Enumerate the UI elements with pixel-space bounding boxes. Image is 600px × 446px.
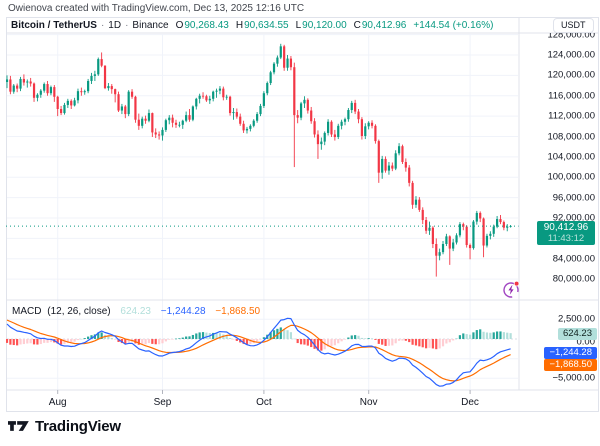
exchange-label: Binance bbox=[132, 19, 169, 31]
time-axis-month-label: Aug bbox=[48, 397, 67, 408]
macd-params: (12, 26, close) bbox=[47, 306, 111, 317]
symbol-info-bar: Bitcoin / TetherUS · 1D · Binance O 90,2… bbox=[11, 17, 493, 33]
macd-hist-value: 624.23 bbox=[120, 306, 151, 317]
macd-line-badge: −1,244.28 bbox=[544, 347, 597, 359]
time-axis-month-label: Sep bbox=[153, 397, 172, 408]
price-axis-label: 112,000.00 bbox=[548, 110, 595, 122]
macd-title: MACD bbox=[12, 306, 42, 317]
macd-axis-label: −5,000.00 bbox=[552, 372, 595, 384]
flash-boost-button[interactable] bbox=[501, 279, 521, 299]
open-value: 90,268.43 bbox=[184, 19, 229, 31]
lightning-icon bbox=[503, 280, 520, 298]
interval-label: 1D bbox=[108, 19, 122, 31]
macd-line-value: −1,244.28 bbox=[160, 306, 206, 317]
price-axis-label: 104,000.00 bbox=[547, 151, 595, 163]
price-axis-label: 108,000.00 bbox=[547, 131, 595, 142]
low-value: 90,120.00 bbox=[302, 19, 347, 31]
separator: · bbox=[100, 19, 105, 31]
bar-countdown: 11:43:12 bbox=[547, 233, 585, 244]
change-value: +144.54 (+0.16%) bbox=[413, 19, 494, 31]
grid-layer bbox=[7, 34, 518, 390]
tradingview-mark-icon bbox=[8, 421, 29, 431]
price-axis[interactable]: 128,000.00 124,000.00 120,000.00 116,000.00… bbox=[520, 33, 600, 299]
close-label: C bbox=[353, 19, 361, 31]
macd-lines-layer bbox=[6, 317, 511, 387]
price-axis-label: 124,000.00 bbox=[547, 49, 595, 61]
low-label: L bbox=[295, 19, 302, 31]
macd-hist-badge: 624.23 bbox=[557, 328, 597, 340]
macd-axis[interactable]: 2,500.00 0.00 −5,000.00 bbox=[520, 300, 600, 390]
current-price-badge: 90,412.96 11:43:12 bbox=[537, 221, 595, 245]
macd-signal-value: −1,868.50 bbox=[215, 306, 261, 317]
separator: · bbox=[125, 19, 129, 31]
price-axis-label: 92,000.00 bbox=[552, 212, 595, 224]
attribution-text: Owienova created with TradingView.com, D… bbox=[8, 3, 305, 14]
separators-layer bbox=[6, 17, 599, 394]
price-axis-label: 80,000.00 bbox=[552, 273, 595, 285]
macd-histogram-layer bbox=[6, 327, 512, 351]
macd-status-line: MACD (12, 26, close) 624.23 −1,244.28 −1… bbox=[12, 306, 260, 317]
macd-signal-line bbox=[6, 319, 511, 382]
current-price-value: 90,412.96 bbox=[543, 222, 589, 233]
time-axis-month-label: Nov bbox=[359, 397, 378, 408]
price-axis-label: 100,000.00 bbox=[547, 171, 595, 183]
macd-axis-label: 2,500.00 bbox=[558, 313, 595, 325]
price-axis-label: 128,000.00 bbox=[547, 33, 595, 41]
tradingview-logo[interactable]: TradingView bbox=[8, 417, 121, 435]
open-label: O bbox=[175, 19, 184, 31]
brand-name: TradingView bbox=[35, 417, 121, 435]
time-axis-month-label: Oct bbox=[256, 397, 272, 408]
currency-badge[interactable]: USDT bbox=[553, 18, 594, 33]
macd-signal-badge: −1,868.50 bbox=[544, 359, 597, 371]
chart-frame bbox=[6, 17, 599, 412]
macd-axis-label: 0.00 bbox=[576, 336, 596, 348]
high-value: 90,634.55 bbox=[244, 19, 289, 31]
candles-layer bbox=[6, 43, 512, 277]
price-axis-label: 120,000.00 bbox=[547, 69, 595, 81]
close-value: 90,412.96 bbox=[361, 19, 407, 31]
macd-line bbox=[6, 317, 511, 387]
price-axis-label: 116,000.00 bbox=[548, 90, 595, 102]
symbol-name: Bitcoin / TetherUS bbox=[11, 19, 97, 31]
time-axis-month-label: Dec bbox=[461, 397, 479, 408]
high-label: H bbox=[235, 19, 244, 31]
price-axis-label: 84,000.00 bbox=[552, 253, 595, 265]
price-axis-label: 96,000.00 bbox=[552, 192, 595, 204]
